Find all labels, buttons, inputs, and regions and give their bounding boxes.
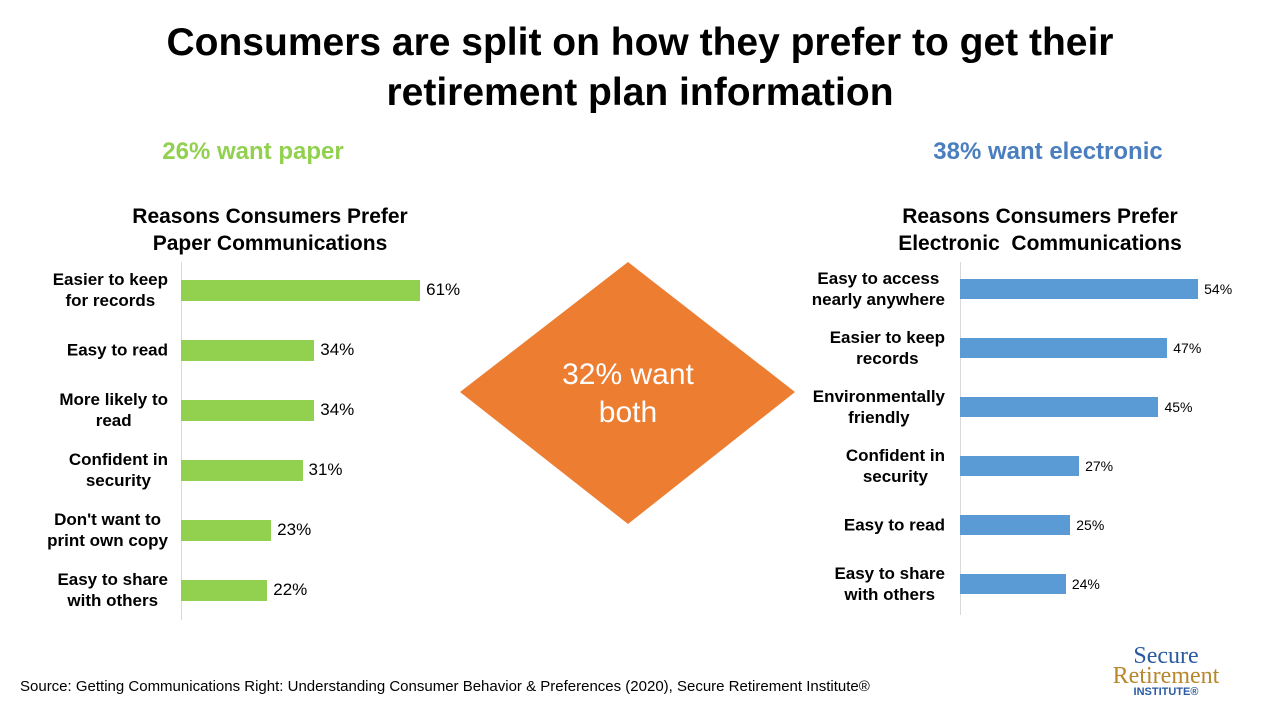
bar	[960, 515, 1071, 535]
category-label: Don't want to print own copy	[47, 510, 168, 550]
value-label: 61%	[426, 280, 461, 299]
both-diamond	[460, 262, 795, 524]
value-label: 47%	[1173, 340, 1202, 356]
bar	[960, 338, 1168, 358]
category-label: Easier to keep for records	[52, 270, 168, 310]
axis-line	[181, 262, 182, 620]
diamond-shape	[460, 262, 795, 524]
chart-title: Reasons Consumers Prefer Electronic Comm…	[898, 205, 1182, 255]
bar	[960, 574, 1066, 594]
bar	[181, 579, 268, 601]
value-label: 54%	[1204, 281, 1233, 297]
slide-title: Consumers are split on how they prefer t…	[166, 21, 1114, 114]
bar	[181, 459, 303, 481]
source-note: Source: Getting Communications Right: Un…	[20, 678, 870, 695]
value-label: 25%	[1076, 517, 1105, 533]
bar	[181, 399, 315, 421]
logo: Secure Retirement INSTITUTE®	[1104, 643, 1228, 698]
chart-title: Reasons Consumers Prefer Paper Communica…	[132, 205, 408, 255]
logo-line: Secure	[1133, 643, 1199, 669]
category-label: Easy to share with others	[57, 570, 168, 610]
bar	[181, 339, 315, 361]
both-label: 32% want both	[562, 358, 694, 429]
electronic-headline: 38% want electronic	[933, 138, 1163, 165]
value-label: 34%	[320, 400, 355, 419]
axis-line	[960, 262, 961, 615]
category-label: Confident in security	[68, 450, 168, 490]
category-label: More likely to read	[59, 390, 168, 430]
bar	[181, 279, 421, 301]
value-label: 34%	[320, 340, 355, 359]
value-label: 27%	[1085, 458, 1114, 474]
value-label: 45%	[1164, 399, 1193, 415]
logo-line: INSTITUTE®	[1133, 686, 1199, 698]
value-label: 22%	[273, 580, 308, 599]
category-label: Easy to read	[843, 515, 945, 535]
category-label: Easy to read	[66, 340, 168, 360]
bar	[960, 456, 1080, 476]
bar	[960, 279, 1199, 299]
category-label: Easier to keep records	[829, 328, 945, 368]
category-label: Confident in security	[845, 446, 945, 486]
bar	[960, 397, 1159, 417]
category-label: Easy to share with others	[834, 564, 945, 604]
value-label: 23%	[277, 520, 312, 539]
category-label: Environmentally friendly	[812, 387, 945, 427]
bar	[181, 519, 272, 541]
logo-line: Retirement	[1112, 663, 1220, 689]
paper-headline: 26% want paper	[162, 138, 344, 165]
category-label: Easy to access nearly anywhere	[811, 269, 945, 309]
value-label: 31%	[308, 460, 343, 479]
value-label: 24%	[1071, 576, 1100, 592]
